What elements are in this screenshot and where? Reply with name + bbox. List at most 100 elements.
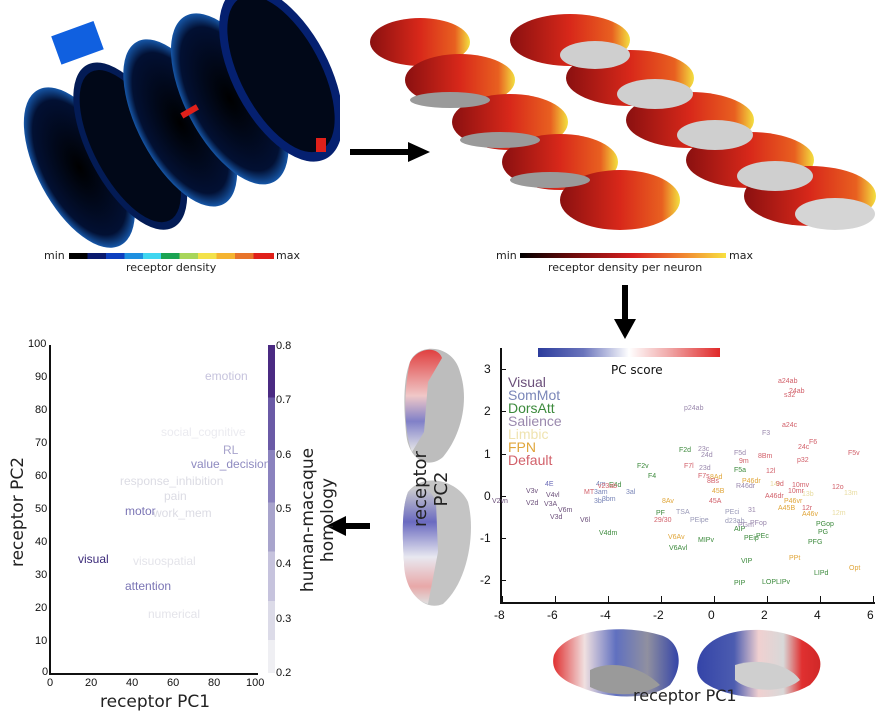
point-label: s32	[784, 392, 796, 399]
point-label: F6	[809, 439, 818, 446]
cbar-tick: 0.5	[276, 503, 292, 515]
task-label: social_cognitive	[161, 425, 246, 439]
point-label: 8Ad	[710, 474, 723, 481]
brain-pc2-views-image	[402, 348, 471, 606]
point-label: 13m	[844, 490, 858, 497]
d-ytick: 80	[35, 404, 48, 416]
task-label: value_decision	[191, 457, 271, 471]
d-ytick: 20	[35, 602, 48, 614]
point-label: F7l	[684, 463, 694, 470]
point-label: PEc	[756, 533, 769, 540]
d-xtick: 20	[85, 677, 98, 689]
legend-fpn: FPN	[508, 439, 536, 455]
brain-slices-image	[23, 0, 340, 248]
point-label: 10mr	[788, 488, 804, 495]
point-label: A45B	[778, 505, 796, 512]
cbar-tick: 0.7	[276, 394, 292, 406]
point-label: 45B	[712, 488, 725, 495]
d-xtick: 40	[126, 677, 139, 689]
point-label: 10mv	[792, 482, 810, 489]
task-label: attention	[125, 579, 172, 593]
c-xtick: 0	[708, 608, 715, 622]
panel-a-autoradiography: min max receptor density	[0, 0, 340, 280]
point-label: a24c	[782, 422, 798, 429]
network-legend: Visual SomMot DorsAtt Salience Limbic FP…	[508, 374, 562, 468]
panel-b-surface-maps: min max receptor density per neuron	[370, 0, 887, 280]
legend-sommot: SomMot	[508, 387, 561, 403]
point-label: 31	[748, 507, 756, 514]
point-label: 3bl	[594, 498, 604, 505]
point-label: AIP	[734, 526, 746, 533]
colorbar-a-title: receptor density	[126, 261, 217, 274]
point-label: Opt	[849, 565, 861, 572]
point-label: PGm	[738, 522, 754, 529]
task-label: response_inhibition	[120, 474, 224, 488]
point-label: V3A	[544, 501, 558, 508]
brain-pc1-views-image	[553, 629, 821, 698]
point-label: PG	[818, 529, 829, 536]
panel-c-pc-scatter: receptor PC2 PC score Visual SomMot Dors…	[380, 340, 887, 714]
point-label: LOPLIPv	[762, 579, 791, 586]
legend-default: Default	[508, 452, 553, 468]
c-xtick: 4	[814, 608, 821, 622]
point-label: V6Avl	[669, 545, 688, 552]
point-label: V4vl	[546, 492, 560, 499]
arrow-right-icon	[350, 142, 432, 162]
point-label: TSA	[676, 509, 690, 516]
legend-dorsatt: DorsAtt	[508, 400, 555, 416]
c-xtick: 6	[867, 608, 874, 622]
d-ytick: 100	[28, 338, 47, 350]
point-label: A46v	[802, 511, 818, 518]
point-label: 3al	[626, 489, 636, 496]
point-label: PEip	[744, 535, 759, 542]
point-label: PFG	[808, 539, 823, 546]
point-label: LIPd	[814, 570, 829, 577]
point-label: F2d	[679, 447, 692, 454]
point-label: V3d	[550, 514, 563, 521]
point-label: 24ab	[789, 388, 805, 395]
legend-visual: Visual	[508, 374, 546, 390]
c-xlabel: receptor PC1	[633, 686, 737, 705]
colorbar-b	[520, 253, 726, 258]
point-label: 8Bs	[707, 478, 720, 485]
c-xtick: 2	[761, 608, 768, 622]
arrow-down-icon	[614, 285, 636, 340]
point-label: PFop	[750, 520, 767, 527]
point-label: 24c	[798, 444, 810, 451]
point-label: 12o	[832, 484, 844, 491]
c-xtick: -8	[494, 608, 505, 622]
c-ytick: -1	[480, 531, 491, 545]
point-label: 4E	[545, 481, 554, 488]
point-label: V2vn	[492, 498, 508, 505]
point-label: V3v	[526, 488, 539, 495]
cbar-tick: 0.6	[276, 449, 292, 461]
cbar-tick: 0.4	[276, 558, 292, 570]
colorbar-a-min-label: min	[44, 249, 65, 262]
task-label: RL	[223, 443, 239, 457]
c-ylabel: receptor PC2	[410, 451, 452, 527]
point-label: PGop	[816, 521, 834, 528]
c-xtick: -6	[547, 608, 558, 622]
colorbar-b-min-label: min	[496, 249, 517, 262]
d-ytick: 60	[35, 470, 48, 482]
point-label: 8Av	[662, 498, 674, 505]
point-label: 9m	[739, 458, 749, 465]
d-ytick: 30	[35, 569, 48, 581]
d-ylabel: receptor PC2	[8, 456, 28, 568]
point-label: MT	[584, 489, 595, 496]
point-label: 23d	[699, 465, 711, 472]
d-ytick: 0	[42, 666, 49, 678]
point-label: R46dr	[736, 483, 756, 490]
point-label: E4d	[609, 482, 622, 489]
c-xtick: -4	[600, 608, 611, 622]
point-label: 3bm	[602, 496, 616, 503]
point-label: V6l	[580, 517, 591, 524]
task-label: emotion	[205, 369, 248, 383]
point-label: PEci	[725, 509, 740, 516]
point-label: F2v	[637, 463, 649, 470]
task-label: work_mem	[153, 506, 212, 520]
cbar-tick: 0.8	[276, 340, 292, 352]
point-label: PEipe	[690, 517, 709, 524]
homology-colorbar	[268, 345, 275, 673]
d-ytick: 70	[35, 437, 48, 449]
